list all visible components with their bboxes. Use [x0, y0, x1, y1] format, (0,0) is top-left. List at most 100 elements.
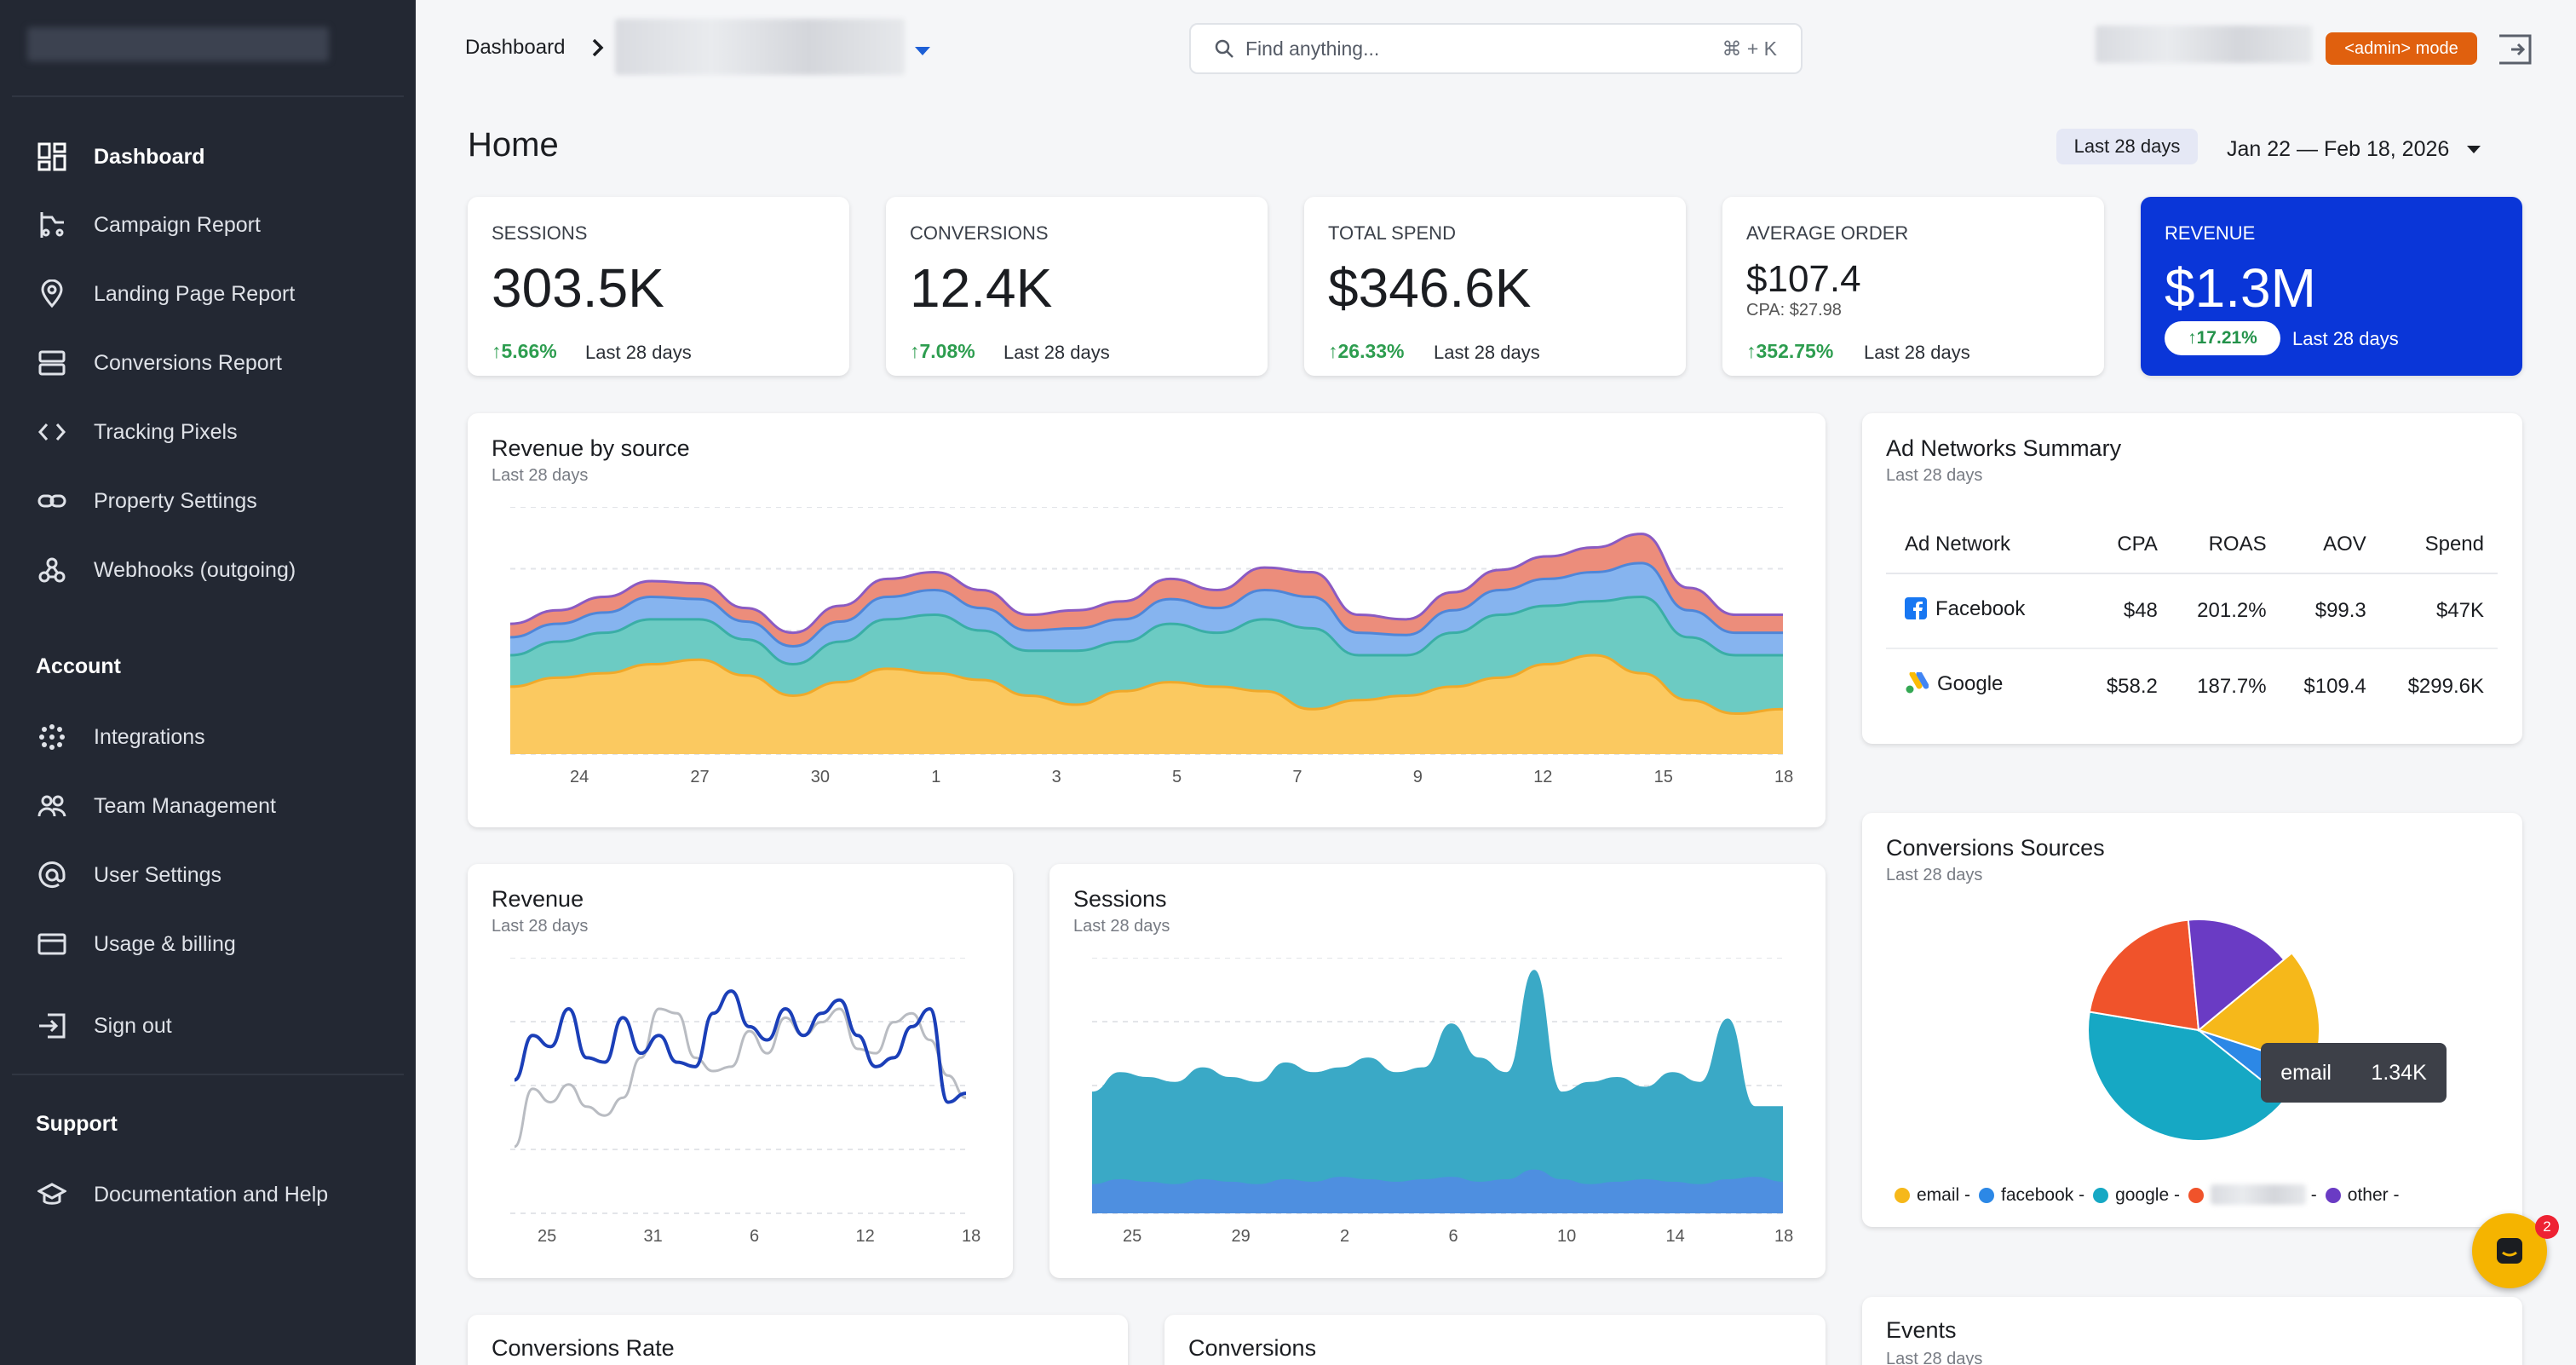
kpi-card-average-order[interactable]: AVERAGE ORDER $107.4 CPA: $27.98 ↑352.75… [1722, 197, 2104, 376]
conversions-pie-chart[interactable] [2075, 907, 2322, 1154]
sidebar-item-user-settings[interactable]: User Settings [36, 855, 221, 896]
arrow-up-icon: ↑ [910, 340, 920, 362]
area-series-edge [510, 595, 1783, 666]
table-row[interactable]: Google $58.2 187.7% $109.4 $299.6K [1886, 648, 2498, 723]
area-series-1[interactable] [1092, 970, 1783, 1213]
pie-slice-google[interactable] [2087, 1011, 2287, 1142]
sidebar-item-property-settings[interactable]: Property Settings [36, 481, 257, 521]
legend-item-hidden-source[interactable]: - [2188, 1184, 2317, 1206]
table-row[interactable]: Facebook $48 201.2% $99.3 $47K [1886, 573, 2498, 649]
sidebar-item-documentation[interactable]: Documentation and Help [36, 1174, 328, 1215]
sidebar-item-label: Landing Page Report [94, 281, 296, 306]
conversions-rate-card: Conversions Rate [468, 1315, 1128, 1365]
dashboard-icon [36, 141, 68, 173]
x-tick-label: 18 [1774, 1227, 1794, 1246]
kpi-cpa: CPA: $27.98 [1746, 301, 1842, 320]
arrow-up-icon: ↑ [1746, 340, 1757, 362]
revenue-line-chart[interactable] [510, 958, 970, 1230]
sessions-card: Sessions Last 28 days 25 29 2 6 10 14 18 [1049, 864, 1826, 1278]
pie-slice-hidden[interactable] [2088, 919, 2200, 1032]
line-series-0[interactable] [514, 989, 967, 1104]
admin-mode-badge[interactable]: <admin> mode [2326, 32, 2477, 65]
cpa-cell: $58.2 [2106, 674, 2158, 698]
sign-out-icon [36, 1010, 68, 1042]
exit-icon[interactable] [2496, 32, 2533, 71]
sidebar-item-landing-page-report[interactable]: Landing Page Report [36, 274, 295, 314]
sidebar-divider [12, 95, 404, 97]
sidebar-item-label: Documentation and Help [94, 1182, 329, 1207]
sidebar-item-label: Conversions Report [94, 350, 282, 375]
sidebar-item-usage-billing[interactable]: Usage & billing [36, 924, 236, 965]
sidebar-item-tracking-pixels[interactable]: Tracking Pixels [36, 412, 238, 452]
x-tick-label: 12 [855, 1227, 875, 1246]
kpi-delta: ↑7.08% [910, 340, 975, 363]
integrations-icon [36, 721, 68, 753]
x-tick-label: 30 [810, 768, 831, 786]
school-icon [36, 1178, 68, 1211]
sidebar-item-label: Sign out [94, 1013, 172, 1038]
sidebar-item-sign-out[interactable]: Sign out [36, 1005, 172, 1046]
arrow-up-icon: ↑ [2188, 328, 2197, 348]
x-tick-label: 25 [538, 1227, 557, 1246]
area-series-edge [510, 562, 1783, 648]
team-icon [36, 790, 68, 822]
column-header[interactable]: CPA [2086, 515, 2171, 574]
kpi-period: Last 28 days [1434, 342, 1540, 363]
legend-item-email[interactable]: email - [1895, 1185, 1970, 1206]
sidebar-item-label: Property Settings [94, 488, 257, 513]
column-header[interactable]: Ad Network [1886, 515, 2087, 574]
column-header[interactable]: Spend [2379, 515, 2498, 574]
x-tick-label: 10 [1557, 1227, 1577, 1246]
sidebar-item-label: Integrations [94, 724, 205, 749]
tooltip-label: email [2280, 1060, 2332, 1085]
sidebar-item-conversions-report[interactable]: Conversions Report [36, 343, 282, 383]
date-range-chip[interactable]: Last 28 days [2056, 129, 2198, 164]
kpi-card-total-spend[interactable]: TOTAL SPEND $346.6K ↑26.33% Last 28 days [1304, 197, 1686, 376]
sidebar-item-integrations[interactable]: Integrations [36, 717, 205, 757]
kpi-label: AVERAGE ORDER [1746, 222, 1909, 244]
kpi-delta: ↑5.66% [492, 340, 557, 363]
revenue-by-source-card: Revenue by source Last 28 days 24 27 30 1 3 5… [468, 413, 1826, 827]
chart-tooltip: email 1.34K [2261, 1043, 2447, 1103]
legend-item-other[interactable]: other - [2325, 1185, 2400, 1206]
card-title: Conversions Rate [492, 1335, 675, 1361]
area-series-0[interactable] [1092, 1169, 1783, 1213]
search-input[interactable]: Find anything... ⌘ + K [1189, 23, 1803, 74]
caret-down-icon[interactable] [915, 44, 930, 60]
property-selector[interactable] [615, 19, 905, 75]
line-series-1[interactable] [514, 1007, 967, 1149]
card-title: Events [1886, 1317, 1957, 1343]
aov-cell: $99.3 [2280, 573, 2380, 649]
user-name [2096, 26, 2312, 63]
kpi-period: Last 28 days [1003, 342, 1110, 363]
kpi-card-conversions[interactable]: CONVERSIONS 12.4K ↑7.08% Last 28 days [886, 197, 1268, 376]
kpi-delta-value: 7.08% [919, 340, 975, 362]
kpi-card-revenue[interactable]: REVENUE $1.3M ↑ 17.21% Last 28 days [2141, 197, 2522, 376]
pie-slice-other[interactable] [2187, 919, 2286, 1032]
revenue-by-source-chart[interactable] [510, 507, 1783, 763]
chat-launcher-button[interactable] [2472, 1213, 2547, 1288]
legend-item-google[interactable]: google - [2093, 1185, 2180, 1206]
sidebar-item-campaign-report[interactable]: Campaign Report [36, 204, 261, 245]
legend-item-facebook[interactable]: facebook - [1979, 1185, 2084, 1206]
sessions-area-chart[interactable] [1092, 958, 1783, 1230]
column-header[interactable]: ROAS [2171, 515, 2280, 574]
breadcrumb-dashboard[interactable]: Dashboard [465, 36, 566, 59]
x-tick-label: 31 [643, 1227, 663, 1246]
arrow-up-icon: ↑ [492, 340, 502, 362]
aov-cell: $109.4 [2303, 674, 2366, 698]
tooltip-value: 1.34K [2371, 1060, 2427, 1085]
card-title: Conversions [1188, 1335, 1317, 1361]
card-subtitle: Last 28 days [1886, 466, 1983, 485]
workspace-logo[interactable] [27, 27, 329, 61]
events-card: Events Last 28 days [1862, 1297, 2522, 1365]
area-series-0[interactable] [510, 655, 1783, 754]
kpi-card-sessions[interactable]: SESSIONS 303.5K ↑5.66% Last 28 days [468, 197, 849, 376]
x-tick-label: 15 [1653, 768, 1673, 786]
sidebar-item-webhooks[interactable]: Webhooks (outgoing) [36, 550, 296, 590]
sidebar-item-team-management[interactable]: Team Management [36, 786, 276, 826]
sidebar-item-dashboard[interactable]: Dashboard [36, 136, 205, 177]
date-range-picker[interactable]: Jan 22 — Feb 18, 2026 [2227, 135, 2481, 162]
column-header[interactable]: AOV [2280, 515, 2380, 574]
card-title: Ad Networks Summary [1886, 435, 2122, 461]
